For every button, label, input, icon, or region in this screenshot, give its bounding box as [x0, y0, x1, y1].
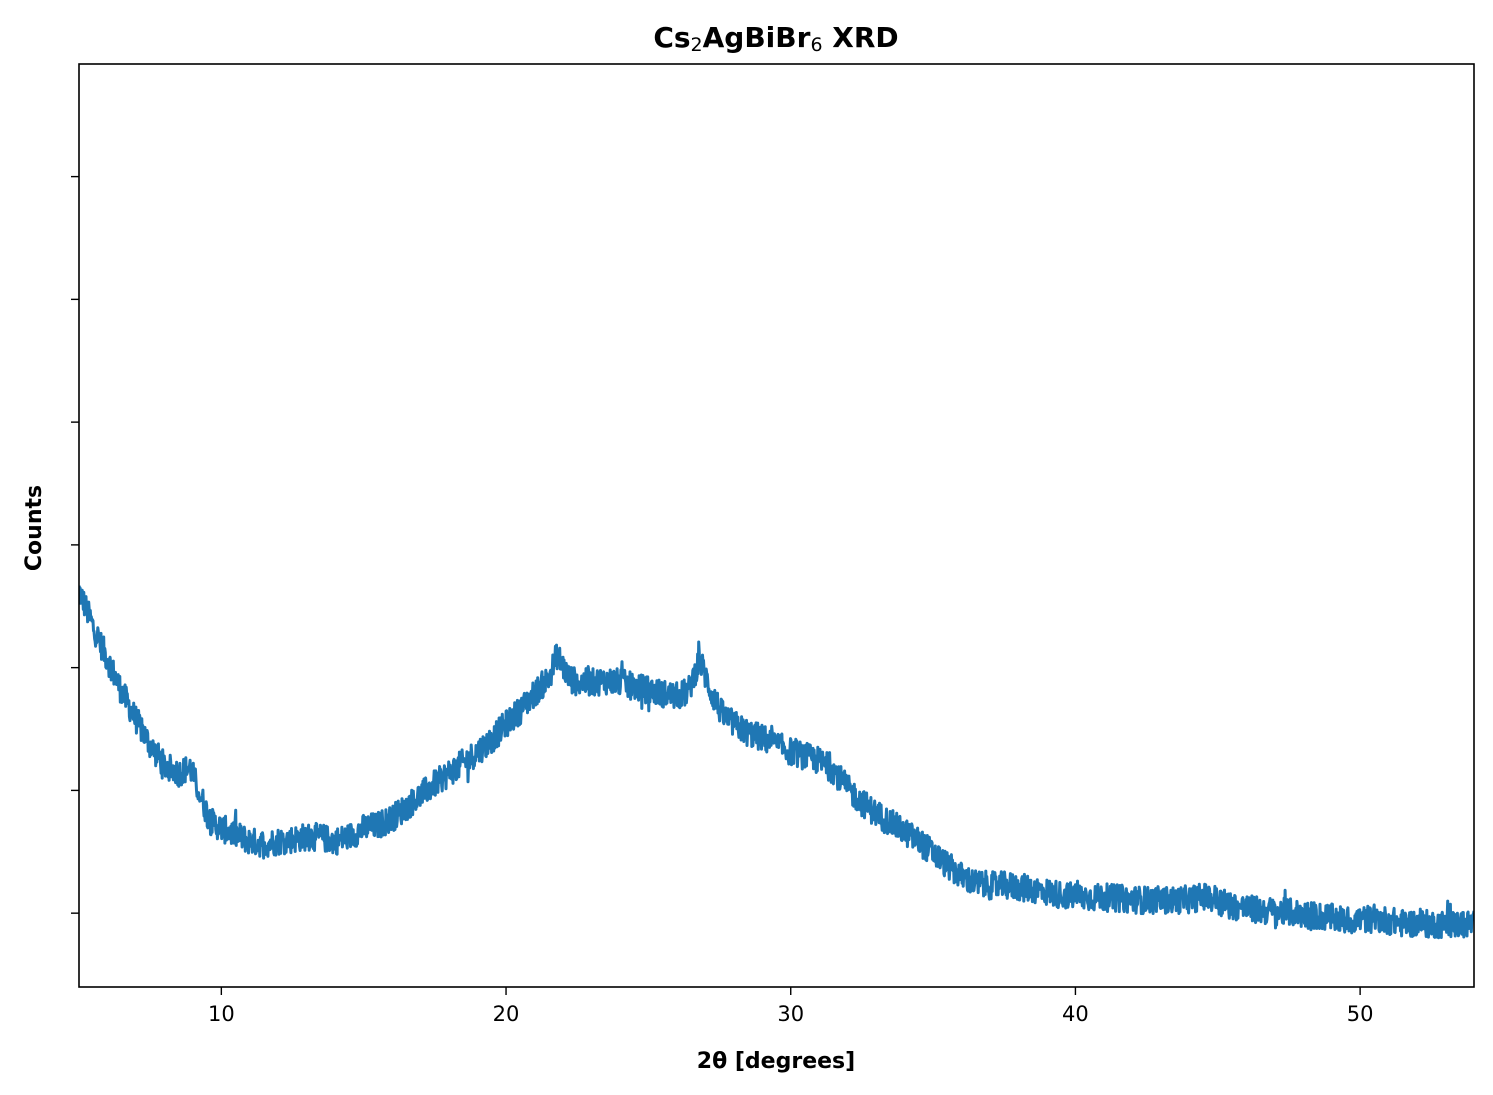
y-axis — [71, 175, 79, 914]
chart-title-part: AgBiBr — [703, 21, 811, 54]
chart-title-part: Cs — [653, 21, 690, 54]
x-tick-label: 10 — [208, 1002, 235, 1026]
chart-title-part: XRD — [823, 21, 899, 54]
x-tick-label: 20 — [493, 1002, 520, 1026]
chart-title-part: 2 — [691, 34, 703, 56]
xrd-series-line — [79, 585, 1474, 940]
x-tick-label: 40 — [1062, 1002, 1089, 1026]
x-tick-label: 30 — [777, 1002, 804, 1026]
x-axis-label: 2θ [degrees] — [697, 1049, 855, 1074]
x-tick-label: 50 — [1347, 1002, 1374, 1026]
series-layer — [79, 585, 1474, 940]
y-axis-label: Counts — [22, 485, 47, 571]
x-axis: 10 20 30 40 50 — [208, 987, 1374, 1026]
chart-title-part: 6 — [810, 34, 822, 56]
plot-frame — [78, 63, 1475, 988]
chart-title: Cs2AgBiBr6 XRD — [653, 21, 898, 56]
